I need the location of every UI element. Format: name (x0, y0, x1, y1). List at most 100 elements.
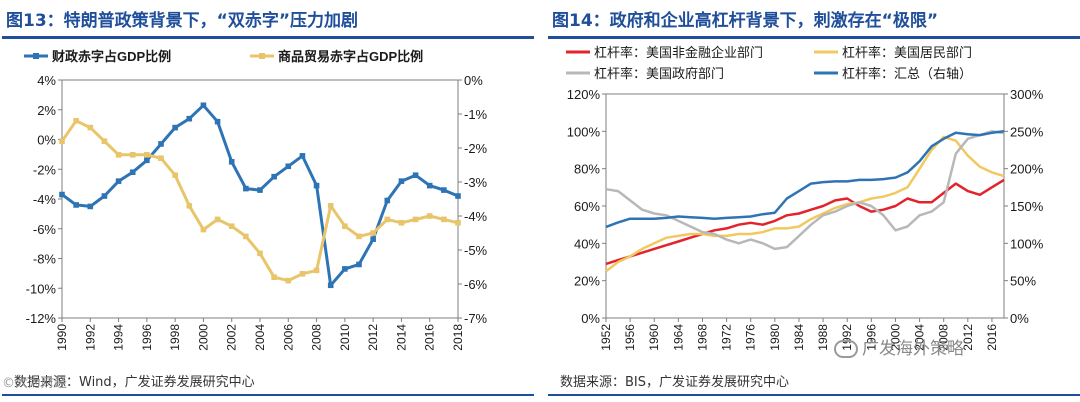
panel-fiscal-trade-deficit: 图13：特朗普政策背景下，“双赤字”压力加剧 -12% -10% -8% -6% -4%… (0, 0, 536, 402)
x-tick-label: 1996 (864, 324, 878, 351)
data-point-series-2 (342, 223, 348, 229)
data-point-series-2 (398, 220, 405, 226)
legend-marker (259, 53, 265, 59)
y-left-tick-label: 40% (574, 236, 600, 251)
x-tick-label: 2016 (423, 324, 437, 351)
data-point-series-2 (384, 216, 391, 223)
series-line-2 (605, 135, 1005, 273)
data-point-series-2 (228, 223, 235, 229)
y-left-tick-label: 120% (567, 87, 601, 102)
legend-label: 杠杆率：汇总（右轴） (842, 66, 972, 81)
x-tick-label: 1996 (140, 324, 154, 351)
x-tick-label: 1990 (55, 324, 69, 351)
x-tick-label: 1998 (168, 324, 182, 351)
y-right-tick-label: 100% (1010, 236, 1044, 251)
y-right-tick-label: 200% (1010, 162, 1044, 177)
data-point-series-2 (101, 138, 108, 144)
y-right-tick-label: 300% (1010, 87, 1044, 102)
data-point-series-2 (129, 152, 136, 158)
y-right-tick-label: 50% (1010, 274, 1036, 289)
y-left-tick-label: 80% (574, 162, 600, 177)
data-point-series-1 (285, 163, 292, 170)
data-point-series-2 (186, 203, 193, 209)
data-point-series-1 (455, 193, 461, 199)
y-right-tick-label: -2% (464, 141, 488, 156)
watermark-right: 广发海外策略 (834, 334, 964, 359)
legend-label: 财政赤字占GDP比例 (52, 49, 171, 64)
y-left-tick-label: -10% (26, 281, 57, 296)
chart-title-bar: 图13：特朗普政策背景下，“双赤字”压力加剧 (2, 4, 534, 39)
x-tick-label: 2016 (985, 324, 999, 351)
plot-area (61, 79, 459, 319)
y-left-tick-label: 60% (574, 199, 600, 214)
data-point-series-1 (441, 187, 447, 193)
data-point-series-1 (101, 193, 108, 199)
wechat-logo-icon (834, 340, 858, 358)
x-tick-label: 2008 (937, 324, 951, 351)
x-tick-label: 1980 (768, 324, 782, 351)
y-right-tick-label: -7% (464, 311, 488, 326)
y-right-tick-label: -4% (464, 209, 488, 224)
x-tick-label: 1960 (647, 324, 661, 351)
x-tick-label: 1992 (83, 324, 97, 351)
data-point-series-2 (87, 124, 94, 131)
x-tick-label: 2004 (253, 324, 267, 351)
x-tick-label: 2010 (338, 324, 352, 351)
data-point-series-1 (228, 159, 235, 165)
watermark-left: ©大为财经 (2, 376, 68, 391)
data-point-series-1 (73, 202, 79, 208)
y-left-tick-label: 100% (567, 124, 601, 139)
data-point-series-1 (426, 182, 433, 189)
x-tick-label: 1972 (720, 324, 734, 351)
data-point-series-2 (455, 220, 461, 226)
data-point-series-2 (73, 118, 79, 124)
data-point-series-2 (370, 230, 376, 236)
data-point-series-2 (115, 152, 122, 158)
y-left-tick-label: -8% (33, 252, 57, 267)
legend-label: 杠杆率：美国居民部门 (842, 45, 972, 60)
data-point-series-1 (342, 266, 348, 272)
chart-title: 图13：特朗普政策背景下，“双赤字”压力加剧 (6, 11, 359, 31)
data-point-series-1 (313, 182, 320, 189)
legend-marker (33, 53, 39, 59)
data-point-series-2 (327, 203, 334, 209)
y-left-tick-label: 20% (574, 274, 600, 289)
data-point-series-2 (59, 138, 65, 144)
x-tick-label: 2002 (225, 324, 239, 351)
x-tick-label: 1956 (623, 324, 637, 351)
data-point-series-1 (370, 236, 376, 242)
panel-leverage-ratio: 图14：政府和企业高杠杆背景下，刺激存在“极限” 0% 20% 40% 60% 80% 1… (546, 0, 1080, 402)
data-point-series-2 (144, 152, 150, 158)
divider (548, 394, 1080, 396)
data-point-series-1 (172, 124, 178, 131)
chart-source: 数据来源：BIS，广发证券发展研究中心 (560, 375, 790, 390)
data-point-series-1 (327, 282, 334, 289)
y-right-tick-label: 0% (464, 73, 483, 88)
x-tick-label: 2006 (281, 324, 295, 351)
series-line-1 (605, 178, 1005, 266)
series-line-2 (60, 119, 459, 283)
plot-area (605, 93, 1005, 319)
data-point-series-1 (59, 191, 65, 198)
y-right-tick-label: -3% (464, 175, 488, 190)
y-right-tick-label: -5% (464, 243, 488, 258)
y-left-tick-label: 0% (581, 311, 600, 326)
legend-label: 杠杆率：美国非金融企业部门 (594, 45, 763, 60)
y-right-tick-label: -6% (464, 277, 488, 292)
data-point-series-1 (299, 153, 306, 159)
y-left-tick-label: 2% (37, 103, 56, 118)
data-point-series-2 (172, 172, 178, 178)
y-right-tick-label: 0% (1010, 311, 1029, 326)
data-point-series-2 (214, 216, 221, 223)
x-tick-label: 1964 (671, 324, 685, 351)
x-tick-label: 1994 (112, 324, 126, 351)
chart-title: 图14：政府和企业高杠杆背景下，刺激存在“极限” (552, 11, 939, 31)
legend-label: 杠杆率：美国政府部门 (594, 66, 724, 81)
data-point-series-2 (257, 250, 263, 257)
data-point-series-1 (200, 102, 207, 109)
data-point-series-1 (87, 203, 94, 210)
y-left-tick-label: 0% (37, 133, 56, 148)
deficit-line-chart: -12% -10% -8% -6% -4% -2% 0% 2% 4% -7% -6% -5% -4% -3… (24, 49, 488, 351)
data-point-series-2 (299, 271, 306, 277)
y-left-tick-label: 4% (37, 73, 56, 88)
